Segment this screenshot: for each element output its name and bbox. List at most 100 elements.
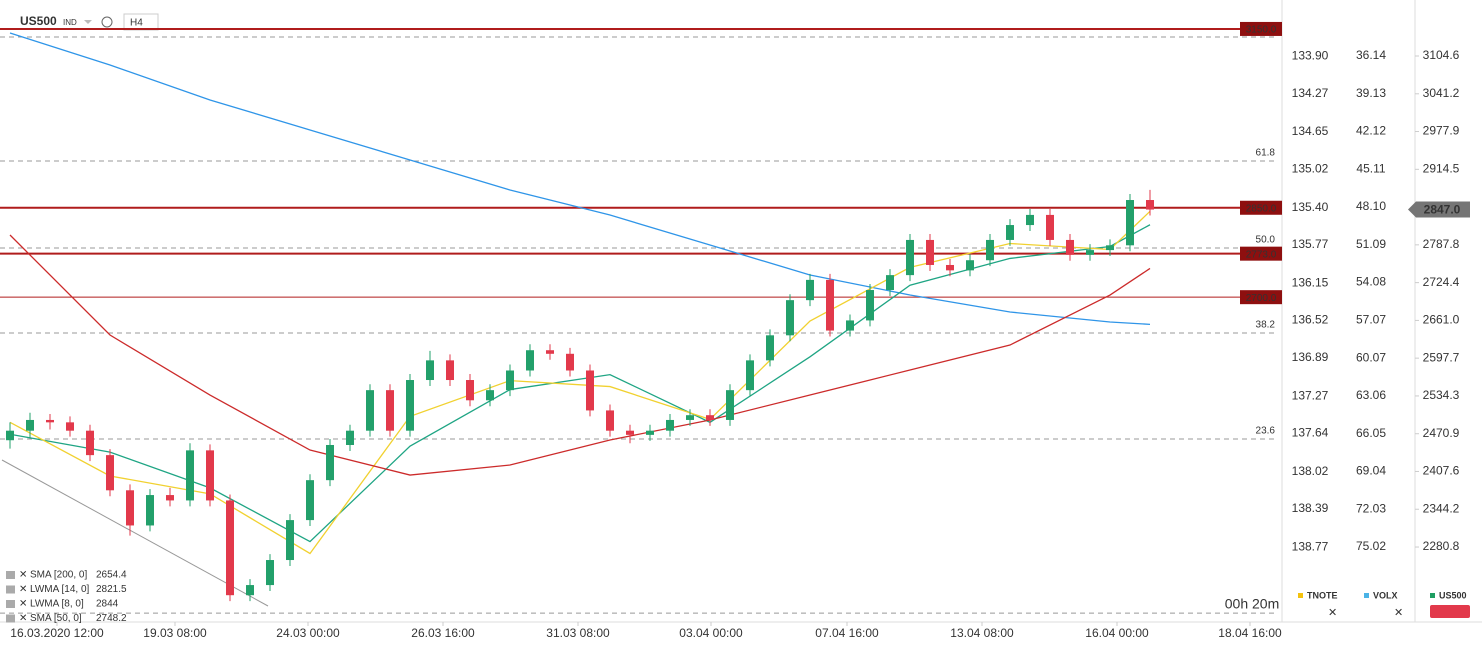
volx-tick-label: 39.13 bbox=[1356, 86, 1386, 100]
level-label: 3150.0 bbox=[1246, 25, 1277, 36]
legend-icon[interactable] bbox=[6, 600, 15, 608]
legend-name: SMA [200, 0] bbox=[30, 570, 87, 581]
panel-name[interactable]: US500 bbox=[1439, 590, 1467, 600]
candle-body bbox=[786, 300, 794, 336]
candle-body bbox=[126, 490, 134, 526]
candle-body bbox=[1146, 200, 1154, 210]
indicator-line bbox=[9, 234, 1151, 476]
y-tick-label: 2407.6 bbox=[1423, 464, 1460, 478]
candle-body bbox=[546, 350, 554, 354]
candle-body bbox=[246, 585, 254, 596]
candle-body bbox=[66, 422, 74, 431]
panel-active[interactable] bbox=[1430, 605, 1470, 618]
candle-body bbox=[46, 419, 54, 423]
y-tick-label: 2787.8 bbox=[1423, 237, 1460, 251]
tnote-tick-label: 136.89 bbox=[1292, 350, 1329, 364]
symbol-type: IND bbox=[63, 18, 77, 27]
candle-body bbox=[766, 335, 774, 361]
candle-body bbox=[166, 495, 174, 501]
candle-body bbox=[306, 480, 314, 521]
fib-label: 61.8 bbox=[1256, 148, 1276, 159]
y-tick-label: 2470.9 bbox=[1423, 426, 1460, 440]
dropdown-icon[interactable] bbox=[84, 20, 92, 24]
candle-body bbox=[1066, 239, 1074, 255]
candle-body bbox=[146, 495, 154, 526]
legend-close[interactable]: ✕ bbox=[19, 584, 27, 595]
level-label: 2773.0 bbox=[1246, 249, 1277, 260]
timer: 00h 20m bbox=[1225, 596, 1279, 612]
y-tick-label: 2344.2 bbox=[1423, 501, 1460, 515]
volx-tick-label: 36.14 bbox=[1356, 48, 1386, 62]
legend-close[interactable]: ✕ bbox=[19, 599, 27, 610]
panel-close[interactable]: ✕ bbox=[1328, 607, 1337, 619]
level-label: 2700.0 bbox=[1246, 293, 1277, 304]
candle-body bbox=[706, 415, 714, 420]
legend-value: 2654.4 bbox=[96, 570, 127, 581]
volx-tick-label: 42.12 bbox=[1356, 124, 1386, 138]
candle-body bbox=[1026, 214, 1034, 226]
candle-body bbox=[826, 279, 834, 331]
panel-swatch bbox=[1430, 593, 1435, 598]
candle-body bbox=[446, 360, 454, 381]
x-tick-label: 24.03 00:00 bbox=[276, 626, 340, 640]
panel-name[interactable]: TNOTE bbox=[1307, 590, 1338, 600]
volx-tick-label: 63.06 bbox=[1356, 388, 1386, 402]
candle-body bbox=[626, 430, 634, 435]
candle-body bbox=[6, 430, 14, 441]
candle-body bbox=[326, 444, 334, 481]
legend-icon[interactable] bbox=[6, 585, 15, 594]
candle-body bbox=[86, 430, 94, 456]
y-tick-label: 2724.4 bbox=[1423, 275, 1460, 289]
candle-body bbox=[1126, 200, 1134, 246]
volx-tick-label: 45.11 bbox=[1356, 161, 1385, 175]
tnote-tick-label: 133.90 bbox=[1292, 49, 1329, 63]
symbol[interactable]: US500 bbox=[20, 14, 57, 28]
candle-body bbox=[206, 450, 214, 501]
legend-icon[interactable] bbox=[6, 614, 15, 623]
y-tick-label: 2280.8 bbox=[1423, 539, 1460, 553]
volx-tick-label: 72.03 bbox=[1356, 501, 1386, 515]
legend-value: 2748.2 bbox=[96, 613, 127, 624]
candle-body bbox=[226, 500, 234, 596]
tnote-tick-label: 138.77 bbox=[1292, 540, 1329, 554]
candle-body bbox=[466, 380, 474, 401]
candle-body bbox=[566, 353, 574, 371]
tnote-tick-label: 136.15 bbox=[1292, 275, 1329, 289]
volx-tick-label: 69.04 bbox=[1356, 464, 1386, 478]
level-box bbox=[1240, 290, 1282, 305]
legend-close[interactable]: ✕ bbox=[19, 613, 27, 624]
legend-name: SMA [50, 0] bbox=[30, 613, 82, 624]
candle-body bbox=[866, 290, 874, 321]
candle-body bbox=[106, 455, 114, 491]
volx-tick-label: 48.10 bbox=[1356, 199, 1386, 213]
x-tick-label: 26.03 16:00 bbox=[411, 626, 475, 640]
panel-swatch bbox=[1298, 593, 1303, 598]
y-tick-label: 3041.2 bbox=[1423, 86, 1460, 100]
panel-name[interactable]: VOLX bbox=[1373, 590, 1398, 600]
candle-body bbox=[346, 430, 354, 445]
y-tick-label: 2661.0 bbox=[1423, 313, 1460, 327]
interval-box[interactable] bbox=[123, 13, 159, 31]
y-tick-label: 2914.5 bbox=[1423, 161, 1460, 175]
tnote-tick-label: 134.65 bbox=[1292, 124, 1329, 138]
x-tick-label: 13.04 08:00 bbox=[950, 626, 1014, 640]
candle-body bbox=[1006, 225, 1014, 240]
fib-label: 50.0 bbox=[1256, 235, 1276, 246]
candle-body bbox=[526, 350, 534, 371]
x-tick-label: 16.03.2020 12:00 bbox=[10, 626, 104, 640]
panel-close[interactable]: ✕ bbox=[1394, 607, 1403, 619]
panel-swatch bbox=[1364, 593, 1369, 598]
legend-value: 2821.5 bbox=[96, 584, 127, 595]
volx-tick-label: 75.02 bbox=[1356, 539, 1386, 553]
tnote-tick-label: 136.52 bbox=[1292, 313, 1329, 327]
level-box bbox=[1240, 200, 1282, 215]
legend-close[interactable]: ✕ bbox=[19, 570, 27, 581]
candle-body bbox=[966, 260, 974, 271]
level-box bbox=[1240, 246, 1282, 261]
legend-icon[interactable] bbox=[6, 571, 15, 579]
candle-body bbox=[606, 410, 614, 431]
interval[interactable]: H4 bbox=[130, 18, 143, 29]
info-icon[interactable] bbox=[101, 16, 113, 28]
